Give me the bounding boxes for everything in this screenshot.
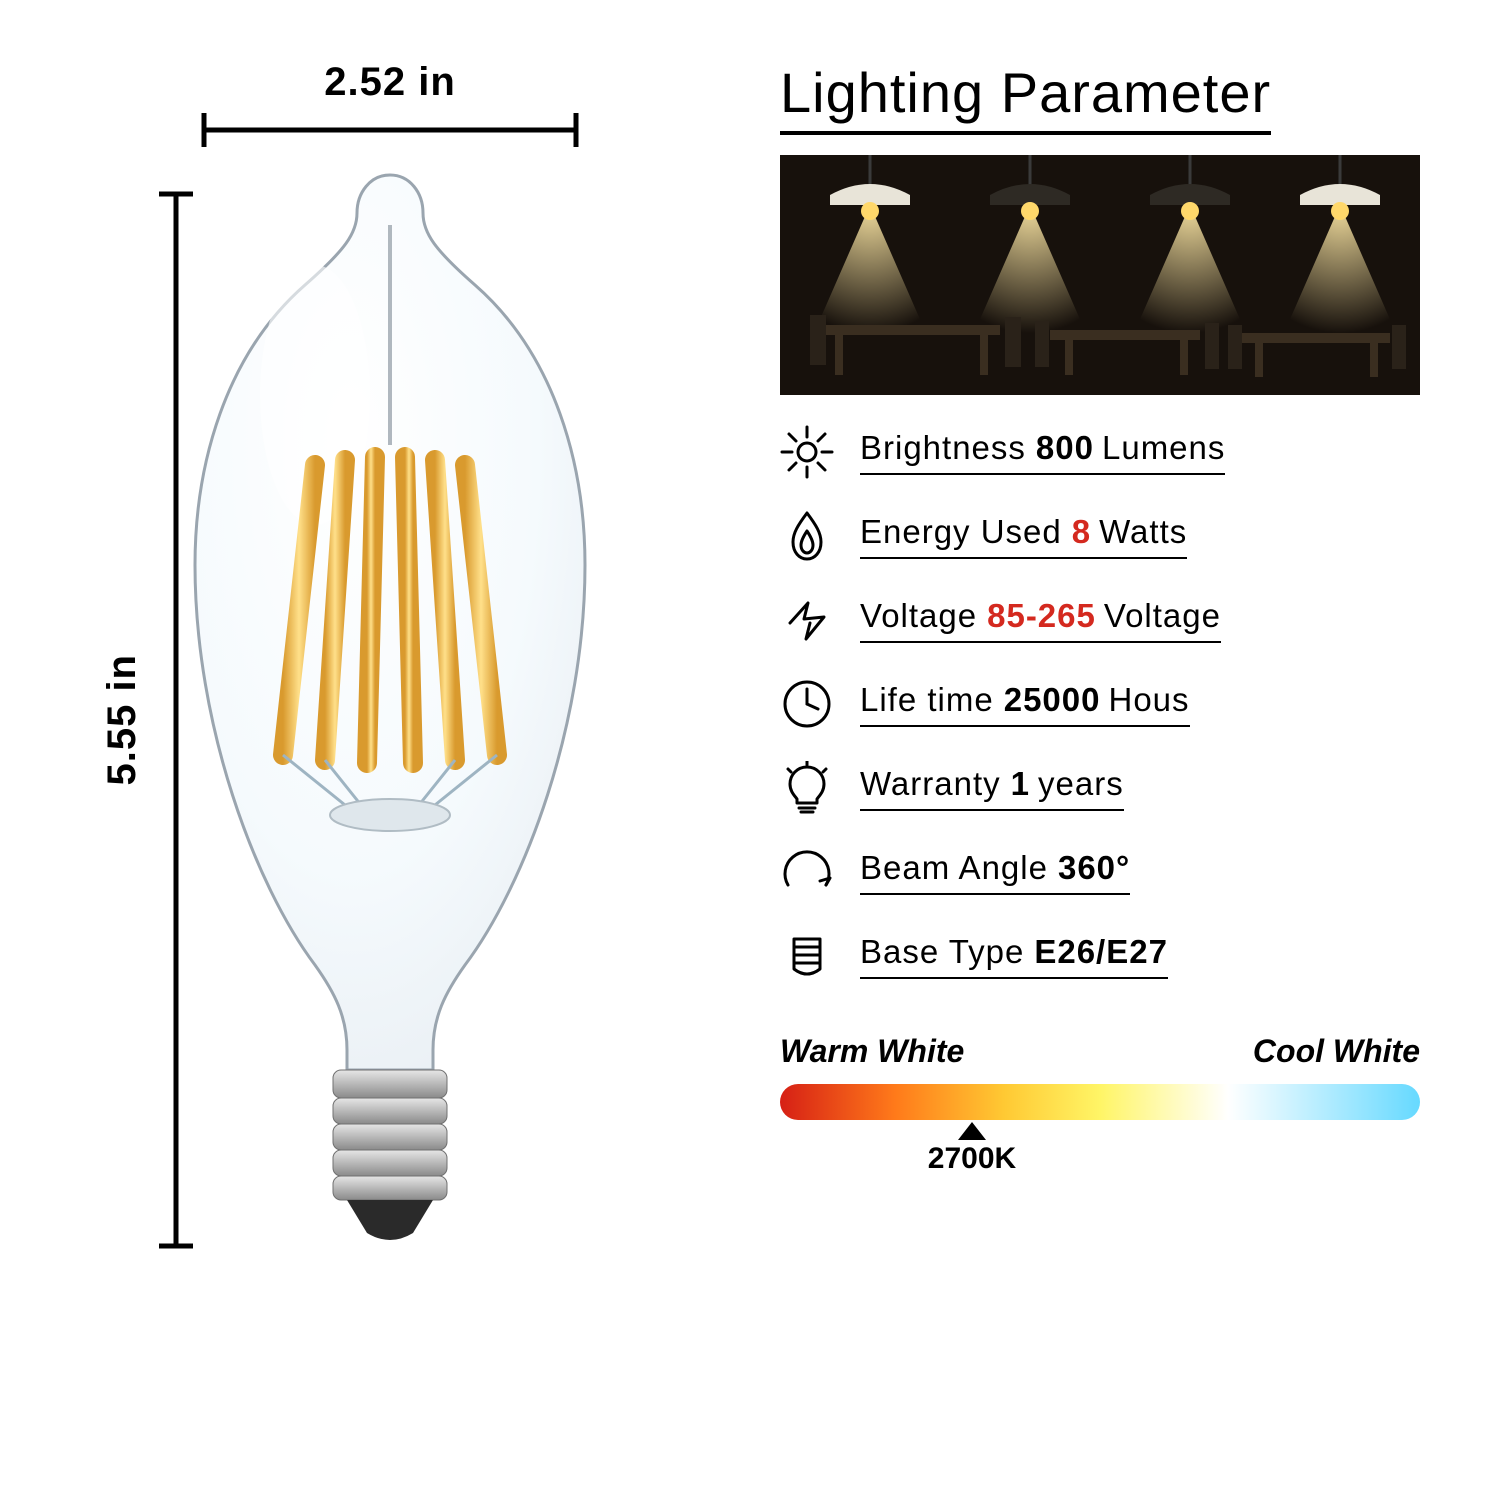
- dimension-height: 5.55 in: [100, 190, 193, 1250]
- triangle-up-icon: [958, 1122, 986, 1140]
- spec-label: Life time: [860, 681, 994, 718]
- panel-title: Lighting Parameter: [780, 60, 1271, 135]
- spec-text: Brightness 800Lumens: [860, 429, 1225, 475]
- color-temperature-section: Warm White Cool White 2700K: [780, 1033, 1420, 1176]
- spec-unit: Voltage: [1104, 597, 1221, 634]
- temperature-marker: 2700K: [912, 1122, 1032, 1176]
- warm-white-label: Warm White: [780, 1033, 964, 1070]
- spec-unit: Watts: [1099, 513, 1187, 550]
- ambient-scene: [780, 155, 1420, 395]
- spec-row: Warranty 1years: [780, 761, 1430, 815]
- spec-panel: Lighting Parameter: [750, 40, 1460, 1460]
- dimension-width-label: 2.52 in: [200, 60, 580, 105]
- spec-label: Warranty: [860, 765, 1001, 802]
- spec-text: Base Type E26/E27: [860, 933, 1168, 979]
- spec-value: 1: [1011, 765, 1030, 802]
- socket-icon: [780, 929, 834, 983]
- arc-icon: [780, 845, 834, 899]
- spec-label: Voltage: [860, 597, 977, 634]
- spec-row: Base Type E26/E27: [780, 929, 1430, 983]
- spec-text: Voltage85-265Voltage: [860, 597, 1221, 643]
- spec-value: 8: [1072, 513, 1091, 550]
- dimension-width-ruler-icon: [200, 113, 580, 147]
- spec-row: Life time 25000Hous: [780, 677, 1430, 731]
- flame-icon: [780, 509, 834, 563]
- spec-row: Energy Used 8Watts: [780, 509, 1430, 563]
- bolt-icon: [780, 593, 834, 647]
- clock-icon: [780, 677, 834, 731]
- spec-row: Voltage85-265Voltage: [780, 593, 1430, 647]
- spec-list: Brightness 800Lumens Energy Used 8Watts Volt…: [780, 425, 1430, 983]
- dimension-height-label: 5.55 in: [100, 654, 145, 786]
- spec-text: Life time 25000Hous: [860, 681, 1190, 727]
- spec-text: Beam Angle 360°: [860, 849, 1130, 895]
- spec-row: Brightness 800Lumens: [780, 425, 1430, 479]
- spec-label: Energy Used: [860, 513, 1062, 550]
- spec-value: 360°: [1058, 849, 1130, 886]
- cool-white-label: Cool White: [1253, 1033, 1420, 1070]
- spec-row: Beam Angle 360°: [780, 845, 1430, 899]
- bulb-icon: [780, 761, 834, 815]
- product-diagram: 2.52 in 5.55 in: [40, 40, 750, 1460]
- sun-icon: [780, 425, 834, 479]
- spec-unit: Lumens: [1102, 429, 1225, 466]
- temperature-marker-value: 2700K: [912, 1142, 1032, 1176]
- spec-value: E26/E27: [1034, 933, 1168, 970]
- spec-value: 800: [1036, 429, 1094, 466]
- dimension-width: 2.52 in: [200, 60, 580, 152]
- spec-value: 25000: [1004, 681, 1101, 718]
- spec-unit: Hous: [1108, 681, 1189, 718]
- bulb-illustration: [185, 165, 595, 1265]
- spec-text: Energy Used 8Watts: [860, 513, 1187, 559]
- spec-label: Beam Angle: [860, 849, 1048, 886]
- spec-text: Warranty 1years: [860, 765, 1124, 811]
- spec-unit: years: [1038, 765, 1124, 802]
- color-temperature-bar: [780, 1084, 1420, 1120]
- spec-label: Brightness: [860, 429, 1026, 466]
- spec-value: 85-265: [987, 597, 1096, 634]
- spec-label: Base Type: [860, 933, 1024, 970]
